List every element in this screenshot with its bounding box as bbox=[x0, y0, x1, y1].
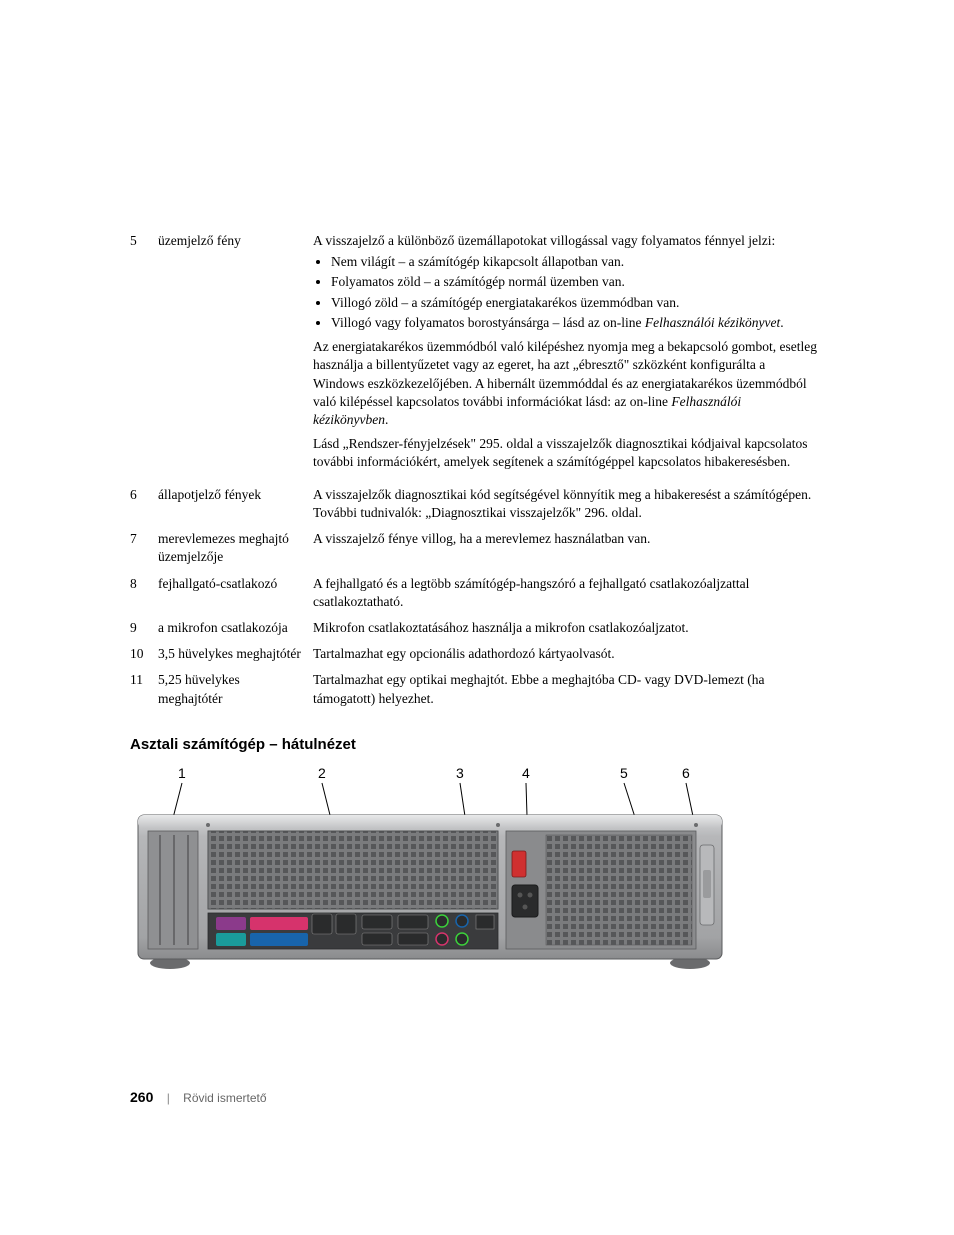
row-term: állapotjelző fények bbox=[158, 482, 313, 526]
page-footer: 260 | Rövid ismertető bbox=[130, 1089, 267, 1105]
row-number: 7 bbox=[130, 526, 158, 570]
desc-paragraph: Lásd „Rendszer-fényjelzések" 295. oldal … bbox=[313, 435, 818, 471]
table-row: 7 merevlemezes meghajtó üzemjelzője A vi… bbox=[130, 526, 824, 570]
row-number: 9 bbox=[130, 615, 158, 641]
definitions-table: 5 üzemjelző fény A visszajelző a különbö… bbox=[130, 228, 824, 712]
rear-view-diagram: 1 2 3 4 5 6 bbox=[130, 765, 824, 985]
diagram-label-5: 5 bbox=[620, 765, 628, 781]
diagram-label-6: 6 bbox=[682, 765, 690, 781]
row-term: üzemjelző fény bbox=[158, 228, 313, 482]
row-number: 6 bbox=[130, 482, 158, 526]
section-heading: Asztali számítógép – hátulnézet bbox=[130, 736, 824, 753]
desc-intro: A visszajelző a különböző üzemállapotoka… bbox=[313, 232, 818, 250]
row-desc: Mikrofon csatlakoztatásához használja a … bbox=[313, 615, 824, 641]
bullet-item: Villogó vagy folyamatos borostyánsárga –… bbox=[331, 314, 818, 332]
footer-separator: | bbox=[167, 1091, 170, 1105]
diagram-label-1: 1 bbox=[178, 765, 186, 781]
row-term: merevlemezes meghajtó üzemjelzője bbox=[158, 526, 313, 570]
table-row: 11 5,25 hüvelykes meghajtótér Tartalmazh… bbox=[130, 667, 824, 711]
row-number: 8 bbox=[130, 571, 158, 615]
table-row: 9 a mikrofon csatlakozója Mikrofon csatl… bbox=[130, 615, 824, 641]
row-desc: A visszajelző fénye villog, ha a merevle… bbox=[313, 526, 824, 570]
row-term: fejhallgató-csatlakozó bbox=[158, 571, 313, 615]
desc-paragraph: Az energiatakarékos üzemmódból való kilé… bbox=[313, 338, 818, 429]
row-term: 5,25 hüvelykes meghajtótér bbox=[158, 667, 313, 711]
table-row: 10 3,5 hüvelykes meghajtótér Tartalmazha… bbox=[130, 641, 824, 667]
row-desc: A fejhallgató és a legtöbb számítógép-ha… bbox=[313, 571, 824, 615]
row-desc: A visszajelzők diagnosztikai kód segítsé… bbox=[313, 482, 824, 526]
diagram-label-2: 2 bbox=[318, 765, 326, 781]
page-number: 260 bbox=[130, 1089, 153, 1105]
row-term: 3,5 hüvelykes meghajtótér bbox=[158, 641, 313, 667]
row-desc: Tartalmazhat egy opcionális adathordozó … bbox=[313, 641, 824, 667]
bullet-item: Villogó zöld – a számítógép energiatakar… bbox=[331, 294, 818, 312]
bullet-item: Nem világít – a számítógép kikapcsolt ál… bbox=[331, 253, 818, 271]
table-row: 6 állapotjelző fények A visszajelzők dia… bbox=[130, 482, 824, 526]
diagram-label-4: 4 bbox=[522, 765, 530, 781]
row-desc: Tartalmazhat egy optikai meghajtót. Ebbe… bbox=[313, 667, 824, 711]
computer-rear-svg bbox=[130, 795, 730, 975]
diagram-label-3: 3 bbox=[456, 765, 464, 781]
table-row: 5 üzemjelző fény A visszajelző a különbö… bbox=[130, 228, 824, 482]
desc-bullets: Nem világít – a számítógép kikapcsolt ál… bbox=[313, 253, 818, 332]
footer-section-name: Rövid ismertető bbox=[183, 1091, 266, 1105]
row-number: 5 bbox=[130, 228, 158, 482]
bullet-item: Folyamatos zöld – a számítógép normál üz… bbox=[331, 273, 818, 291]
row-number: 10 bbox=[130, 641, 158, 667]
row-number: 11 bbox=[130, 667, 158, 711]
row-desc: A visszajelző a különböző üzemállapotoka… bbox=[313, 228, 824, 482]
row-term: a mikrofon csatlakozója bbox=[158, 615, 313, 641]
table-row: 8 fejhallgató-csatlakozó A fejhallgató é… bbox=[130, 571, 824, 615]
